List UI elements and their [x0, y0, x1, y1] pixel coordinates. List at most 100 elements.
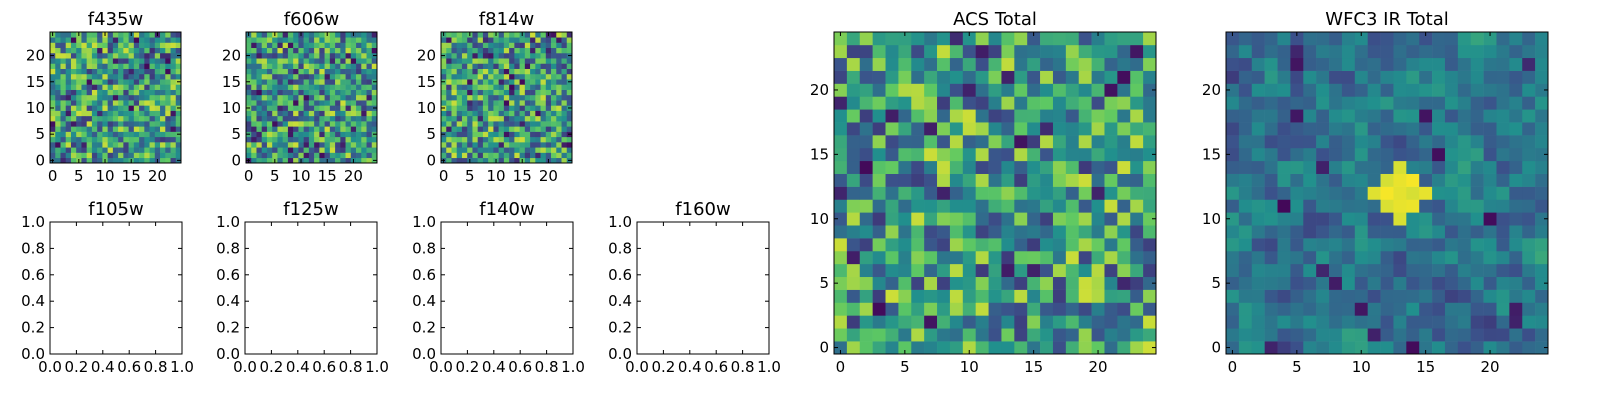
heatmap-cell	[308, 115, 315, 122]
heatmap-cell	[175, 110, 182, 117]
heatmap-cell	[1052, 225, 1067, 239]
heatmap-cell	[81, 126, 87, 132]
heatmap-cell	[962, 96, 976, 110]
heatmap-cell	[335, 142, 341, 148]
heatmap-cell	[551, 68, 557, 75]
x-tick-label: 0.6	[704, 358, 728, 376]
heatmap-cell	[277, 73, 283, 80]
heatmap-cell	[519, 147, 526, 153]
heatmap-cell	[1040, 109, 1054, 123]
heatmap-cell	[1470, 173, 1484, 187]
heatmap-cell	[509, 89, 515, 96]
heatmap-cell	[498, 126, 505, 132]
heatmap-cell	[170, 68, 177, 75]
heatmap-cell	[1535, 302, 1549, 316]
heatmap-cell	[472, 63, 478, 69]
heatmap-cell	[65, 94, 72, 101]
heatmap-cell	[107, 100, 114, 106]
heatmap-cell	[1341, 70, 1356, 84]
heatmap-cell	[1406, 83, 1420, 97]
heatmap-cell	[329, 136, 336, 143]
heatmap-cell	[319, 32, 325, 38]
heatmap-cell	[256, 84, 263, 90]
heatmap-cell	[1091, 302, 1105, 316]
heatmap-cell	[1470, 83, 1484, 97]
heatmap-cell	[350, 68, 357, 75]
heatmap-cell	[366, 136, 373, 143]
heatmap-cell	[1014, 70, 1028, 84]
heatmap-cell	[924, 160, 938, 174]
heatmap-cell	[256, 142, 263, 148]
heatmap-cell	[859, 225, 873, 239]
heatmap-cell	[975, 160, 989, 174]
heatmap-cell	[1535, 341, 1549, 355]
heatmap-cell	[1040, 212, 1054, 226]
heatmap-cell	[118, 152, 124, 159]
heatmap-cell	[446, 126, 452, 132]
heatmap-cell	[144, 100, 150, 106]
heatmap-cell	[308, 152, 315, 159]
heatmap-cell	[282, 73, 289, 80]
heatmap-cell	[1303, 160, 1317, 174]
heatmap-cell	[1341, 160, 1356, 174]
heatmap-cell	[65, 147, 72, 153]
heatmap-cell	[1393, 250, 1407, 265]
heatmap-cell	[371, 73, 378, 80]
heatmap-cell	[303, 47, 310, 54]
heatmap-cell	[107, 131, 114, 138]
heatmap-cell	[524, 152, 531, 159]
heatmap-cell	[1143, 225, 1157, 239]
heatmap-cell	[314, 73, 320, 80]
heatmap-cell	[1303, 328, 1317, 342]
heatmap-cell	[251, 79, 257, 85]
heatmap-cell	[898, 57, 912, 71]
heatmap-cell	[170, 42, 177, 49]
heatmap-cell	[859, 173, 873, 187]
heatmap-cell	[1143, 57, 1157, 71]
heatmap-cell	[924, 32, 938, 46]
heatmap-cell	[1277, 109, 1291, 123]
heatmap-cell	[246, 147, 252, 153]
heatmap-cell	[872, 96, 886, 110]
heatmap-cell	[1052, 302, 1067, 316]
heatmap-cell	[160, 32, 166, 38]
heatmap-cell	[949, 250, 964, 265]
heatmap-cell	[65, 63, 72, 69]
heatmap-cell	[356, 142, 362, 148]
heatmap-cell	[1290, 341, 1304, 355]
heatmap-cell	[1329, 96, 1343, 110]
heatmap-cell	[175, 58, 182, 64]
heatmap-cell	[55, 52, 61, 59]
heatmap-cell	[885, 83, 899, 97]
heatmap-cell	[1341, 83, 1356, 97]
heatmap-cell	[1264, 96, 1278, 110]
heatmap-cell	[472, 147, 478, 153]
heatmap-cell	[477, 84, 484, 90]
heatmap-cell	[60, 94, 67, 101]
heatmap-cell	[1117, 328, 1131, 342]
heatmap-cell	[1290, 263, 1304, 278]
heatmap-cell	[314, 115, 320, 122]
heatmap-cell	[1496, 199, 1510, 213]
heatmap-cell	[1014, 186, 1028, 200]
heatmap-cell	[975, 315, 989, 329]
heatmap-cell	[461, 37, 468, 43]
heatmap-cell	[251, 105, 257, 111]
heatmap-cell	[949, 122, 964, 136]
heatmap-cell	[467, 142, 473, 148]
heatmap-cell	[70, 94, 77, 101]
heatmap-cell	[1277, 44, 1291, 59]
heatmap-cell	[261, 68, 268, 75]
heatmap-cell	[154, 100, 161, 106]
heatmap-cell	[118, 58, 124, 64]
heatmap-cell	[530, 157, 536, 164]
heatmap-cell	[133, 100, 140, 106]
heatmap-cell	[975, 122, 989, 136]
heatmap-cell	[112, 142, 119, 148]
heatmap-cell	[165, 152, 171, 159]
y-tick-label: 0.2	[21, 319, 45, 337]
heatmap-cell	[446, 131, 452, 138]
heatmap-cell	[266, 152, 273, 159]
heatmap-cell	[556, 121, 562, 127]
heatmap-cell	[361, 126, 367, 132]
